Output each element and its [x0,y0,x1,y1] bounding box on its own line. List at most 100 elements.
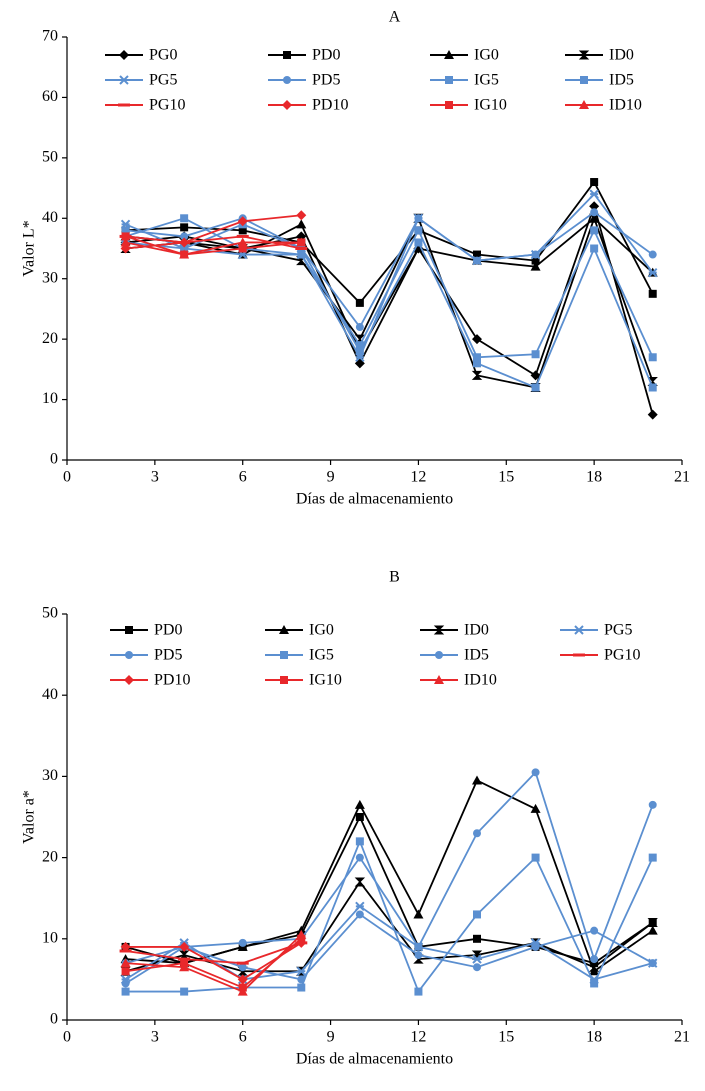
marker [434,675,444,684]
marker [179,249,190,259]
legend-label: IG5 [474,72,499,89]
marker [355,298,364,307]
marker [354,877,366,887]
marker [237,216,248,227]
marker [297,250,306,259]
marker [647,409,658,420]
marker [590,178,599,187]
marker [355,853,364,862]
marker [444,50,454,59]
marker [648,383,657,392]
marker [580,76,588,84]
x-tick-label: 15 [498,1029,514,1046]
marker [648,250,657,259]
legend-label: IG10 [309,672,342,689]
legend-label: PG10 [604,647,640,664]
y-tick-label: 10 [42,390,58,407]
x-tick-label: 6 [239,469,247,486]
y-tick-label: 0 [50,451,58,468]
marker [237,974,248,985]
series-line [125,241,302,256]
marker [125,626,133,634]
marker [647,376,658,386]
marker [435,651,443,659]
marker [125,651,133,659]
marker [530,803,541,813]
y-tick-label: 50 [42,605,58,622]
marker [473,359,481,368]
marker [648,267,658,278]
marker [588,962,600,972]
marker [355,813,364,821]
marker [445,101,453,109]
legend-label: IG0 [474,47,499,64]
x-tick-label: 3 [151,469,159,486]
y-tick-label: 0 [50,1011,58,1028]
marker [473,934,481,943]
legend-label: PD10 [154,672,190,689]
marker [238,938,247,947]
marker [531,256,540,265]
marker [355,910,364,919]
marker [472,775,482,785]
marker [237,986,248,996]
marker [531,250,540,259]
marker [473,910,481,919]
marker [297,983,306,992]
legend-label: IG0 [309,622,334,639]
x-tick-label: 0 [63,469,71,486]
x-tick-label: 18 [586,1029,602,1046]
x-tick-label: 18 [586,469,602,486]
y-tick-label: 20 [42,848,58,865]
marker [414,987,423,996]
x-tick-label: 12 [410,469,426,486]
marker [282,100,292,110]
marker [296,929,307,939]
x-tick-label: 15 [498,469,514,486]
series-line [125,942,302,981]
marker [472,954,482,964]
marker [590,926,599,935]
marker [121,987,130,996]
marker [473,250,481,259]
series-line [125,180,654,305]
marker [589,189,599,199]
legend-label: PD0 [312,47,340,64]
marker [413,243,424,253]
series-line [125,217,654,359]
marker [445,76,453,84]
x-tick-label: 21 [674,469,690,486]
marker [530,261,541,271]
marker [121,226,130,235]
marker [180,232,189,241]
series-line [125,934,302,993]
legend-label: PD0 [154,622,182,639]
legend-label: ID5 [609,72,634,89]
marker [473,256,481,265]
marker [121,979,130,988]
y-tick-label: 40 [42,209,58,226]
marker [355,347,364,356]
marker [648,800,657,809]
marker [180,244,189,253]
marker [413,909,424,919]
marker [179,237,190,248]
marker [283,51,291,59]
y-tick-label: 50 [42,149,58,166]
legend-label: PD5 [312,72,340,89]
marker [355,323,364,332]
marker [590,244,599,253]
marker [589,201,600,212]
marker [355,837,364,846]
series-line [125,215,654,389]
marker [296,219,307,229]
marker [119,75,129,85]
legend-label: ID10 [609,97,642,114]
series-line [125,217,654,354]
legend-label: ID5 [464,647,489,664]
marker [574,625,584,635]
marker [124,675,134,685]
series-line [125,203,654,415]
x-tick-label: 12 [410,1029,426,1046]
series-line [125,838,654,994]
